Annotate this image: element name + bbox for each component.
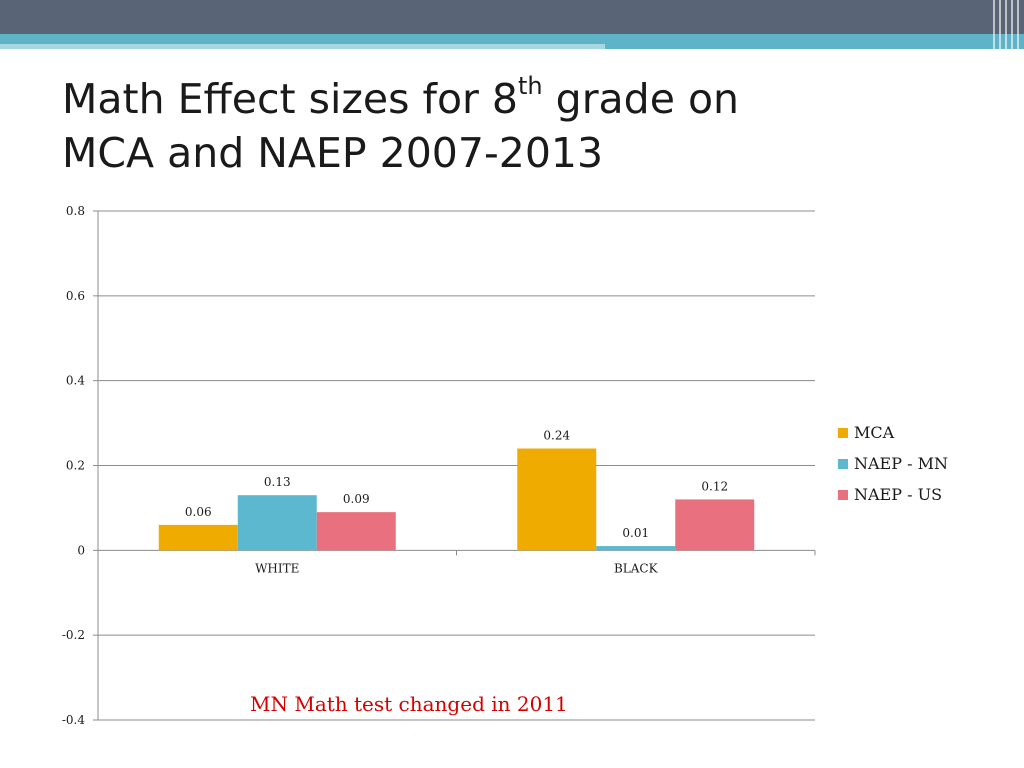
- x-tick-label: WHITE: [255, 561, 299, 575]
- decorative-stripes: [993, 0, 1019, 49]
- legend-swatch: [838, 459, 848, 469]
- legend-swatch: [838, 490, 848, 500]
- legend-label: NAEP - MN: [854, 454, 948, 473]
- y-tick-label: -0.2: [62, 628, 85, 642]
- slide-title: Math Effect sizes for 8th grade on MCA a…: [62, 72, 962, 180]
- data-label: 0.01: [622, 526, 649, 540]
- title-suffix: grade on: [542, 75, 740, 123]
- bar: [517, 448, 597, 551]
- data-label: 0.24: [543, 429, 570, 443]
- x-tick-label: BLACK: [614, 561, 659, 575]
- legend-swatch: [838, 428, 848, 438]
- y-tick-label: 0.6: [66, 289, 85, 303]
- bar: [237, 495, 317, 551]
- title-superscript: th: [518, 72, 543, 101]
- bar: [316, 512, 396, 551]
- title-line-1: Math Effect sizes for 8th grade on: [62, 72, 962, 126]
- bar: [596, 546, 676, 551]
- bar: [158, 524, 238, 551]
- legend-label: NAEP - US: [854, 485, 942, 504]
- bar: [675, 499, 755, 551]
- title-prefix: Math Effect sizes for 8: [62, 75, 519, 123]
- legend-label: MCA: [854, 423, 895, 442]
- data-label: 0.13: [264, 475, 291, 489]
- header-band: [0, 0, 1024, 34]
- y-tick-label: 0.4: [66, 374, 85, 388]
- y-tick-label: 0.8: [66, 204, 85, 218]
- chart-note: MN Math test changed in 2011: [250, 692, 568, 716]
- data-label: 0.09: [343, 492, 370, 506]
- y-tick-label: 0.2: [66, 459, 85, 473]
- y-tick-label: -0.4: [62, 713, 86, 727]
- data-label: 0.12: [701, 479, 728, 493]
- accent-band-light: [0, 44, 605, 49]
- title-line-2: MCA and NAEP 2007-2013: [62, 129, 604, 177]
- y-tick-label: 0: [77, 543, 85, 557]
- data-label: 0.06: [185, 505, 212, 519]
